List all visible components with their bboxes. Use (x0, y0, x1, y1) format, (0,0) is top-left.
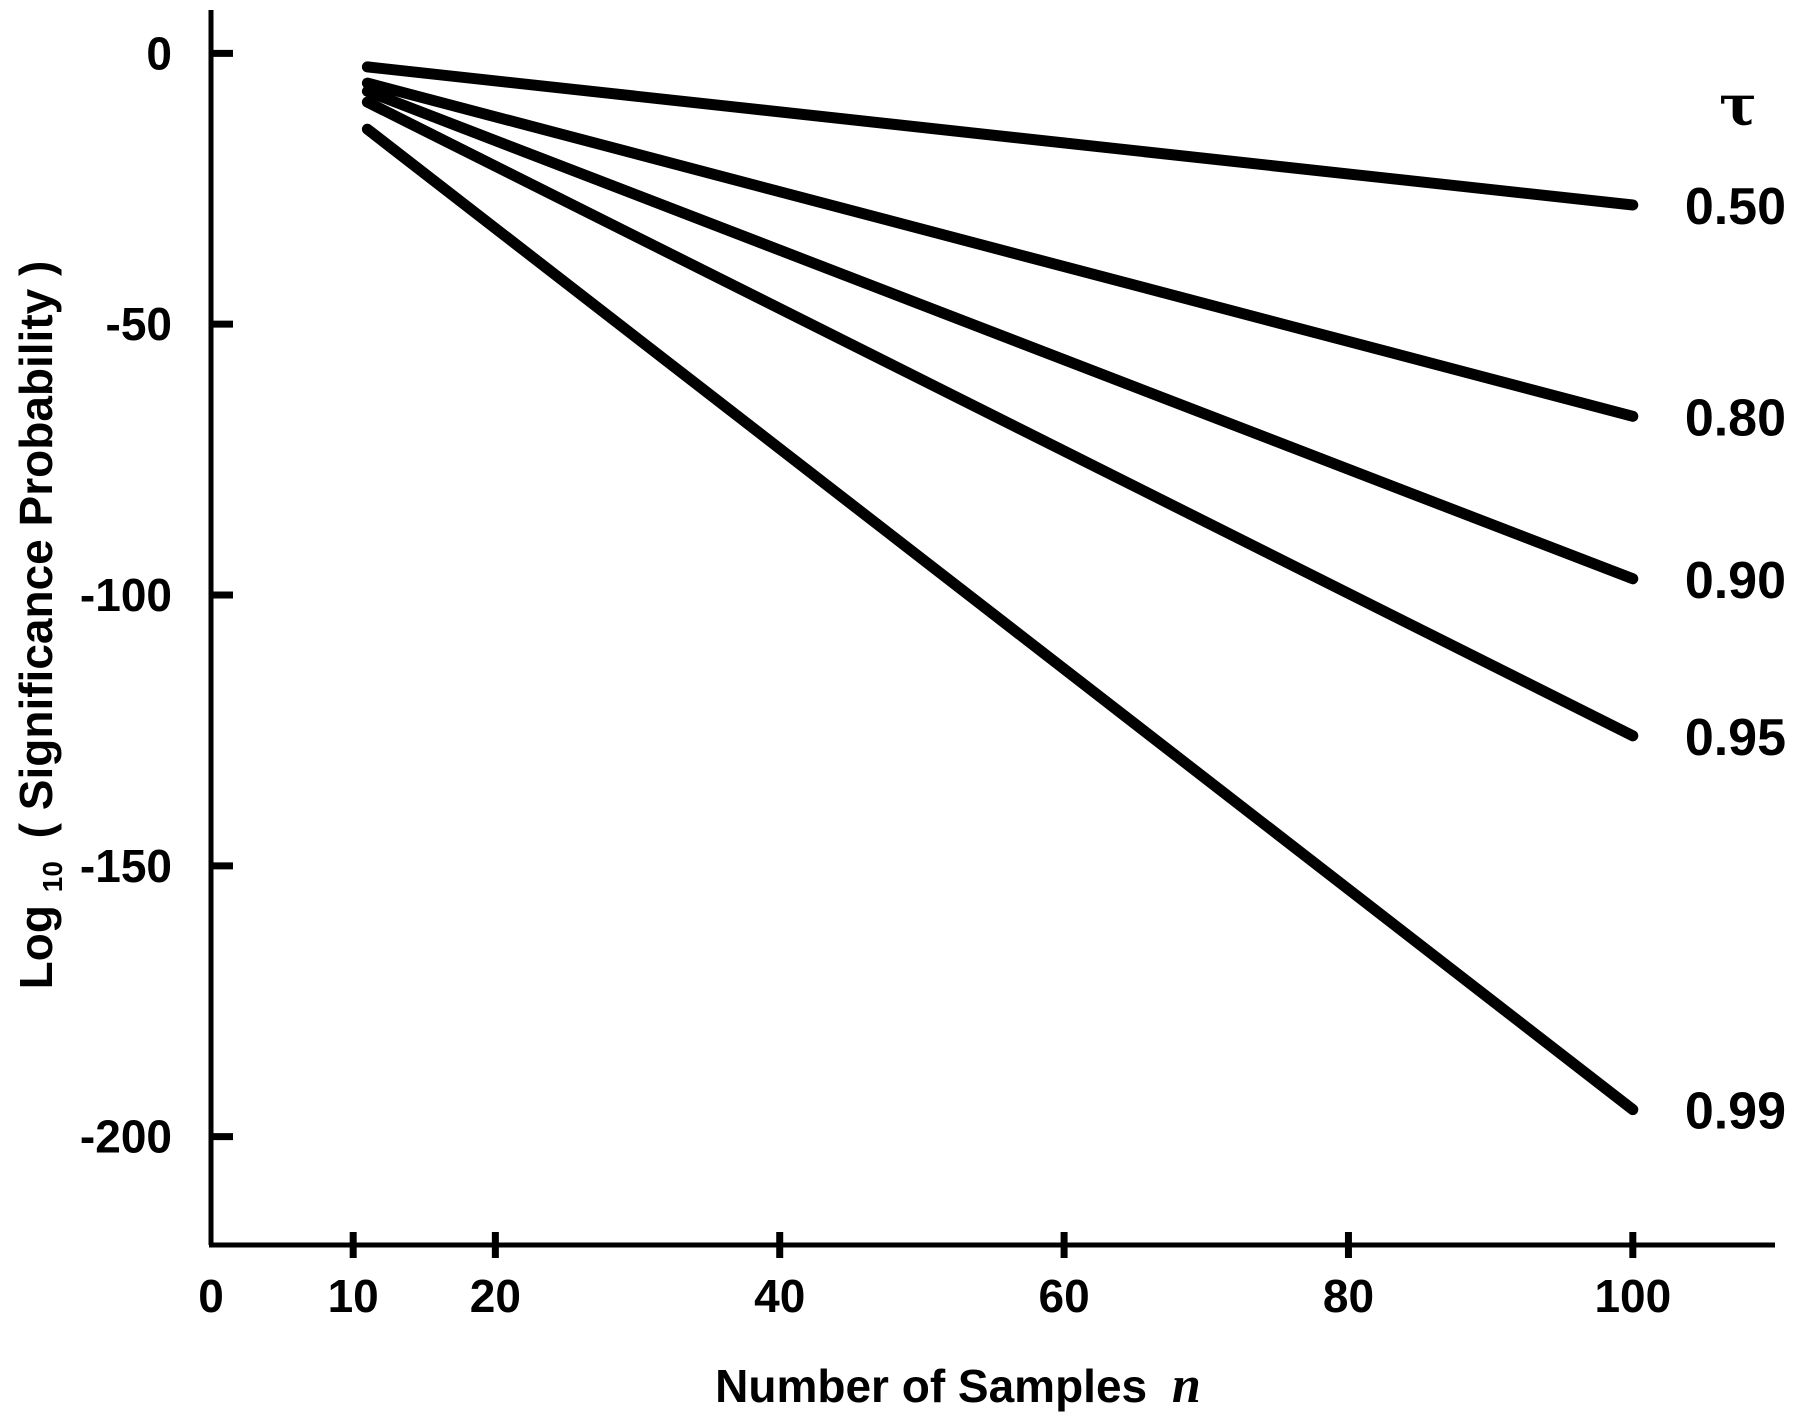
x-tick-label: 10 (328, 1270, 379, 1322)
y-axis-title: Log 10 ( Significance Probability ) (10, 261, 72, 990)
y-tick-label: -100 (80, 569, 172, 621)
x-axis-variable: n (1172, 1357, 1201, 1414)
x-tick-label: 20 (470, 1270, 521, 1322)
series-label-0.95: 0.95 (1685, 709, 1786, 767)
series-line-0.80 (361, 77, 1639, 422)
y-tick-label: -50 (106, 298, 172, 350)
series-label-0.90: 0.90 (1685, 552, 1786, 610)
series-lines (361, 61, 1639, 1116)
y-axis-title-text: ( Significance Probability ) (10, 261, 62, 839)
series-label-0.50: 0.50 (1685, 178, 1786, 236)
x-tick-label: 60 (1039, 1270, 1090, 1322)
x-tick-label: 40 (754, 1270, 805, 1322)
x-axis-title-text: Number of Samples (715, 1360, 1147, 1412)
axes: 0 10 20 40 60 80 100 0 -50 -100 -150 -200 (80, 10, 1775, 1322)
y-axis-title-subscript: 10 (37, 861, 68, 892)
series-line-0.50 (361, 61, 1639, 211)
series-label-0.99: 0.99 (1685, 1083, 1786, 1141)
y-axis-title-prefix: Log (10, 905, 62, 989)
y-tick-label: 0 (146, 27, 172, 79)
x-tick-label: 0 (198, 1270, 224, 1322)
legend-title: τ (1719, 73, 1757, 139)
series-line-0.99 (361, 123, 1639, 1116)
x-tick-label: 80 (1323, 1270, 1374, 1322)
series-label-0.80: 0.80 (1685, 389, 1786, 447)
y-tick-label: -150 (80, 840, 172, 892)
series-line-0.95 (361, 96, 1639, 742)
y-tick-label: -200 (80, 1111, 172, 1163)
x-axis-title: Number of Samples n (715, 1357, 1201, 1414)
series-labels: 0.50 0.80 0.90 0.95 0.99 (1685, 178, 1786, 1141)
x-tick-label: 100 (1594, 1270, 1671, 1322)
series-line-0.90 (361, 85, 1639, 585)
